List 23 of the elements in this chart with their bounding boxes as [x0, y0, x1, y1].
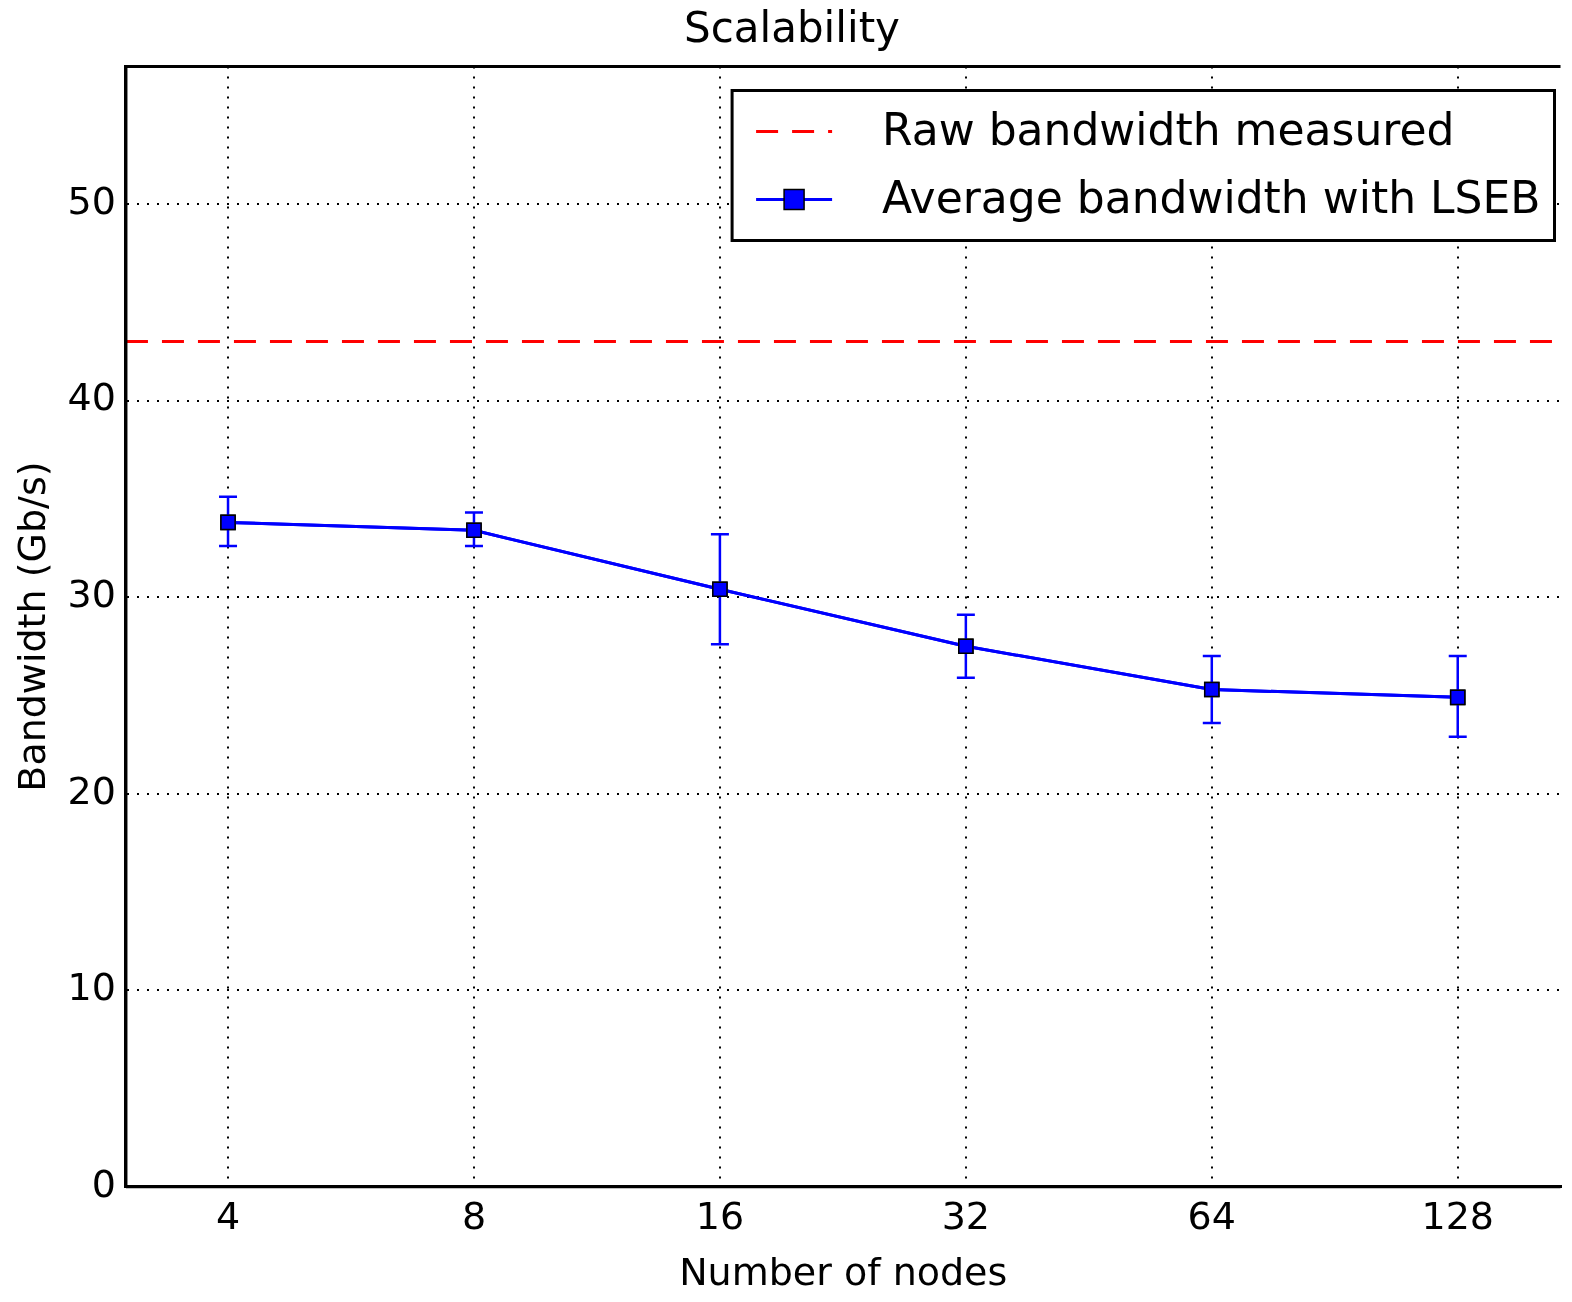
x-tick-label: 128	[1421, 1194, 1494, 1239]
x-tick-label: 32	[941, 1194, 991, 1239]
point	[958, 638, 974, 655]
point	[220, 514, 236, 531]
point	[712, 581, 728, 598]
y-tick-label: 0	[91, 1161, 116, 1206]
y-tick-label: 30	[67, 571, 116, 616]
point	[466, 522, 482, 539]
x-tick-label: 64	[1187, 1194, 1236, 1239]
point	[1449, 689, 1466, 706]
y-tick-label: 10	[67, 965, 116, 1010]
chart-title: Scalability	[684, 3, 900, 53]
y-tick-label: 20	[67, 768, 116, 813]
x-axis-title: Number of nodes	[679, 1250, 1008, 1295]
legend-label: Raw bandwidth measured	[882, 103, 1455, 155]
legend-label: Average bandwidth with LSEB	[882, 171, 1541, 223]
y-tick-label: 50	[67, 178, 116, 223]
y-axis-title: Bandwidth (Gb/s)	[9, 461, 54, 792]
point	[1203, 681, 1220, 698]
x-tick-label: 8	[461, 1194, 487, 1239]
x-tick-label: 4	[215, 1194, 241, 1239]
x-tick-label: 16	[695, 1194, 745, 1239]
y-tick-label: 40	[67, 375, 116, 420]
